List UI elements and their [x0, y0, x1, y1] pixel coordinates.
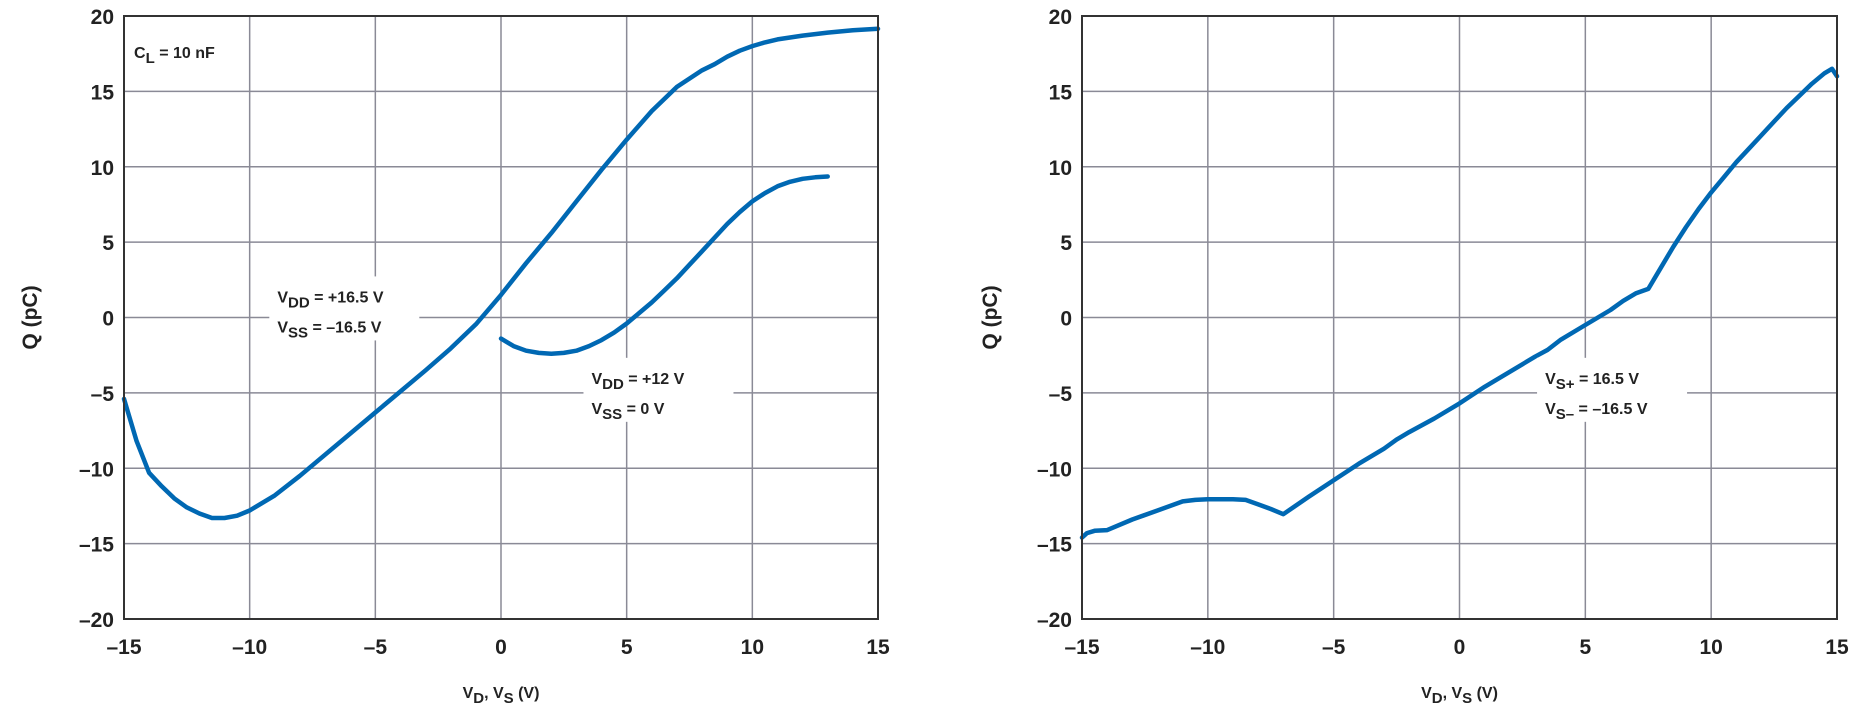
plot-frame [123, 15, 879, 620]
x-axis-label: VD, VS (V) [1421, 685, 1498, 707]
x-tick-label: 15 [1825, 636, 1849, 659]
y-tick-label: 20 [1049, 6, 1072, 29]
y-tick-label: –20 [79, 609, 114, 632]
supply-label-1: VDD = +12 V [591, 371, 684, 393]
x-tick-label: 0 [495, 636, 507, 659]
y-tick-label: 0 [102, 308, 114, 331]
annotation-1: CL = 10 nF [134, 45, 215, 67]
x-tick-label: 15 [866, 636, 890, 659]
y-axis-label: Q (pC) [19, 285, 42, 349]
y-tick-label: –20 [1037, 609, 1072, 632]
x-tick-label: 10 [741, 636, 764, 659]
y-axis-label: Q (pC) [979, 285, 1002, 349]
annotation-bg [269, 276, 420, 341]
annotation-2: VDD = +16.5 V VSS = –16.5 V [269, 276, 420, 341]
y-tick-label: –5 [1049, 383, 1073, 406]
supply-label-1: VDD = +16.5 V [277, 289, 384, 311]
x-tick-label: 10 [1699, 636, 1722, 659]
annotation-3: VDD = +12 V VSS = 0 V [583, 357, 734, 423]
chart-2: VS+ = 16.5 V VS– = –16.5 V –15 –10 –5 0 5 10 15 –… [979, 6, 1849, 707]
x-tick-label: –5 [364, 636, 388, 659]
annotation-1: VS+ = 16.5 V VS– = –16.5 V [1537, 357, 1688, 423]
series-line-1 [121, 26, 881, 521]
x-tick-label: 5 [1579, 636, 1591, 659]
annotation-bg [1537, 357, 1688, 422]
y-tick-label: 0 [1060, 308, 1072, 331]
y-tick-label: –15 [79, 534, 114, 557]
y-tick-label: 10 [91, 157, 114, 180]
plot-frame [1081, 15, 1838, 620]
y-tick-label: 5 [102, 232, 114, 255]
series-line-2 [498, 174, 830, 356]
y-tick-label: 10 [1049, 157, 1072, 180]
supply-label-2: VSS = –16.5 V [277, 319, 381, 341]
load-capacitance-label: CL = 10 nF [134, 45, 215, 67]
y-tick-label: –15 [1037, 534, 1072, 557]
x-tick-label: –15 [106, 636, 141, 659]
y-tick-label: 15 [91, 81, 115, 104]
x-tick-label: –10 [232, 636, 267, 659]
y-tick-label: –10 [1037, 458, 1072, 481]
supply-label-2: VSS = 0 V [591, 401, 664, 423]
x-tick-label: 5 [621, 636, 633, 659]
x-tick-label: –10 [1190, 636, 1225, 659]
supply-label-1: VS+ = 16.5 V [1545, 371, 1639, 393]
x-tick-label: –15 [1064, 636, 1099, 659]
y-tick-label: –10 [79, 458, 114, 481]
x-tick-label: –5 [1322, 636, 1346, 659]
y-tick-label: –5 [91, 383, 115, 406]
y-tick-label: 5 [1060, 232, 1072, 255]
annotation-bg [583, 357, 734, 422]
x-tick-label: 0 [1454, 636, 1466, 659]
supply-label-2: VS– = –16.5 V [1545, 401, 1648, 423]
y-tick-label: 20 [91, 6, 114, 29]
y-tick-label: 15 [1049, 81, 1073, 104]
x-axis-label: VD, VS (V) [463, 685, 540, 707]
series-line-1 [1079, 66, 1840, 540]
